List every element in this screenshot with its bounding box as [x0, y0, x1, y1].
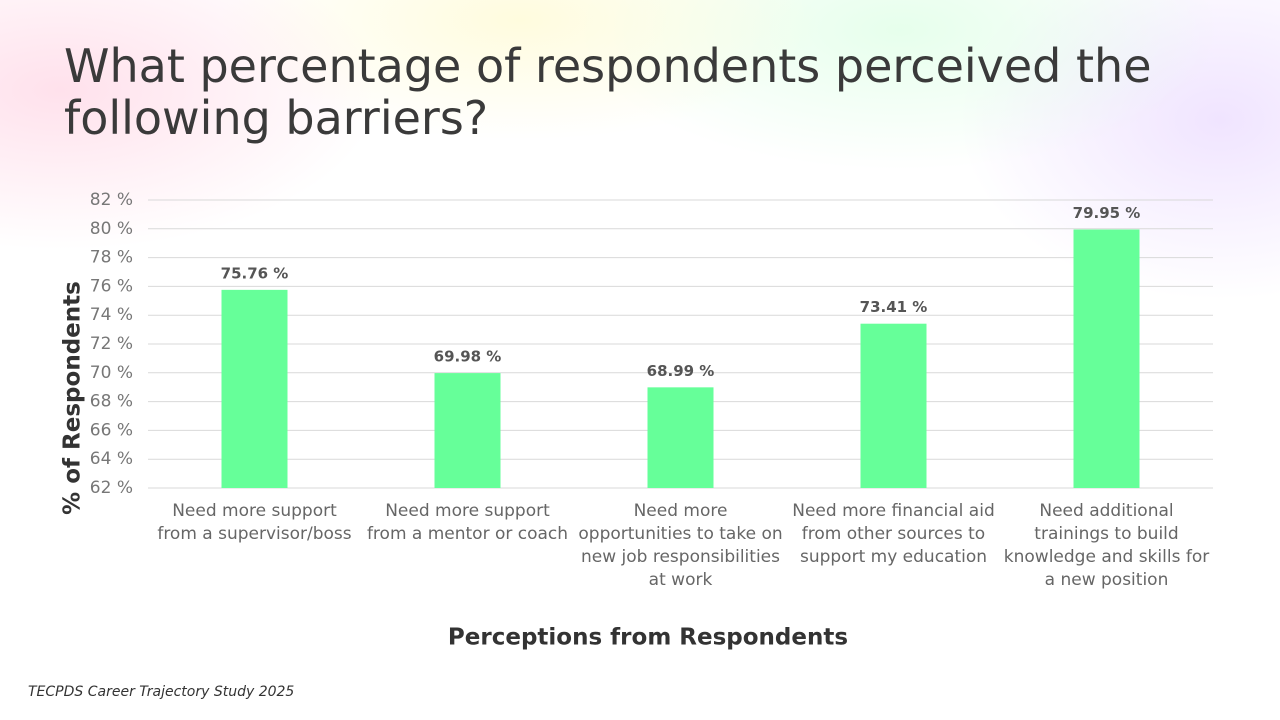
y-tick-label: 78 %	[90, 248, 133, 268]
data-label: 79.95 %	[1073, 204, 1141, 222]
x-tick-label: Need more financial aid from other sourc…	[792, 501, 995, 567]
y-tick-label: 68 %	[90, 392, 133, 412]
bar	[221, 289, 288, 488]
x-tick-label: Need more opportunities to take on new j…	[578, 501, 783, 590]
y-tick-label: 64 %	[90, 449, 133, 469]
bar	[860, 323, 927, 488]
chart-title: What percentage of respondents perceived…	[64, 39, 1152, 145]
data-label: 75.76 %	[221, 264, 289, 282]
bar	[647, 387, 714, 488]
source-note: TECPDS Career Trajectory Study 2025	[28, 684, 295, 700]
data-label: 68.99 %	[647, 362, 715, 380]
y-axis-label: % of Respondents	[60, 281, 86, 515]
y-tick-label: 66 %	[90, 420, 133, 440]
data-label: 73.41 %	[860, 298, 928, 316]
y-tick-label: 82 %	[90, 190, 133, 210]
bar	[1073, 229, 1140, 488]
bar	[434, 373, 501, 488]
y-tick-label: 80 %	[90, 219, 133, 239]
y-tick-label: 76 %	[90, 276, 133, 296]
y-tick-label: 72 %	[90, 334, 133, 354]
x-tick-label: Need more support from a mentor or coach	[366, 501, 569, 544]
data-label: 69.98 %	[434, 348, 502, 366]
y-tick-label: 70 %	[90, 363, 133, 383]
y-tick-label: 74 %	[90, 305, 133, 325]
x-tick-label: Need more support from a supervisor/boss	[157, 501, 352, 544]
x-tick-label: Need additional trainings to build knowl…	[1003, 501, 1210, 590]
x-axis-label: Perceptions from Respondents	[448, 625, 848, 651]
y-tick-label: 62 %	[90, 478, 133, 498]
